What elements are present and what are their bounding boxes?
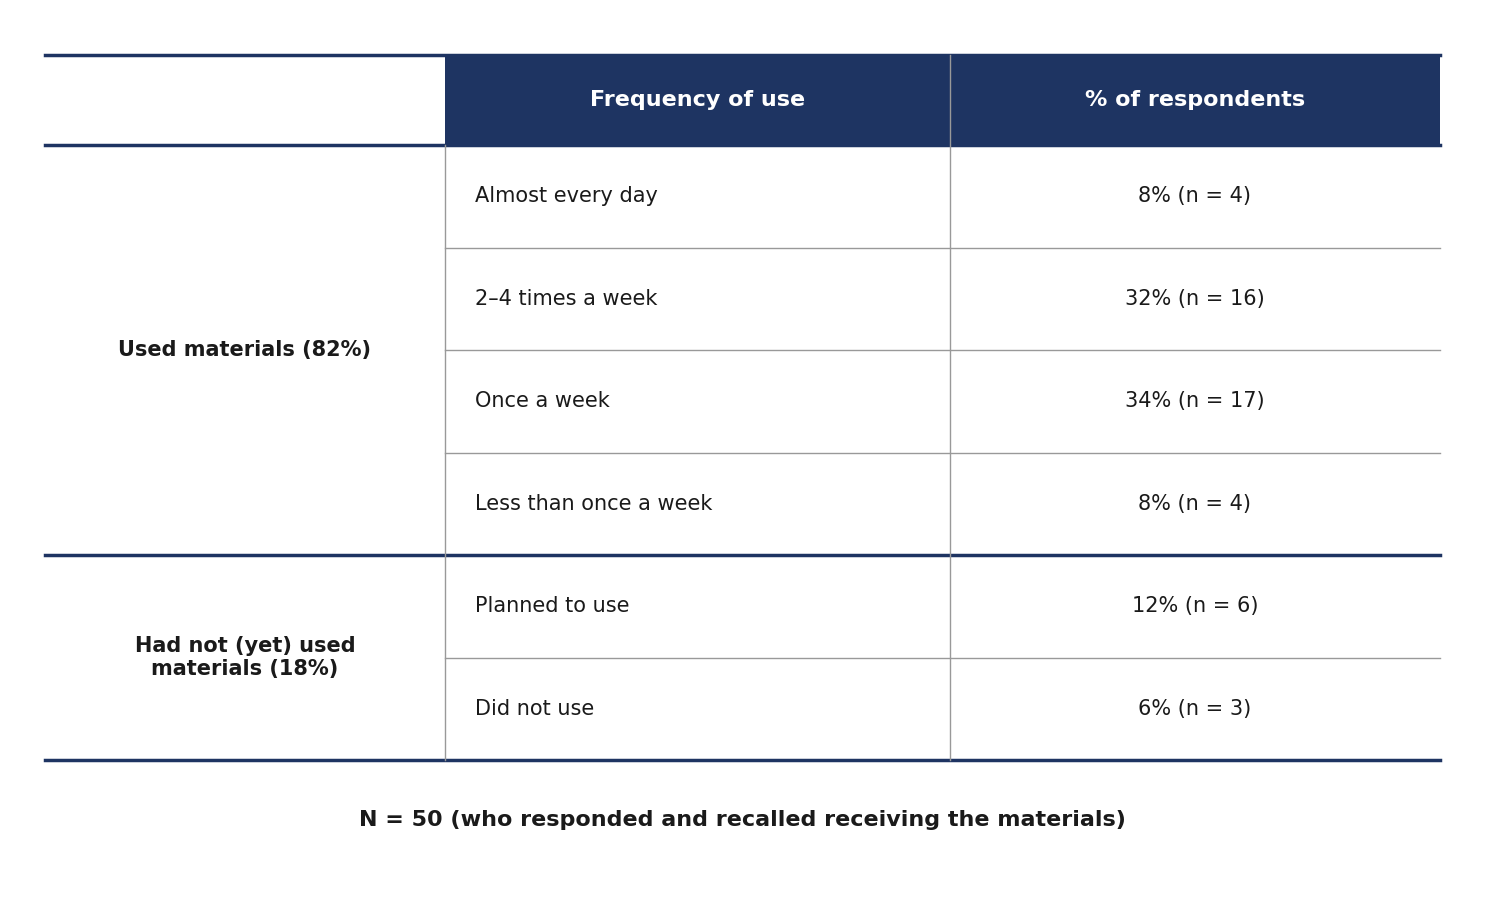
Text: 34% (n = 17): 34% (n = 17) [1126, 392, 1265, 411]
Text: Planned to use: Planned to use [475, 596, 630, 617]
Text: Almost every day: Almost every day [475, 186, 658, 206]
Text: Had not (yet) used
materials (18%): Had not (yet) used materials (18%) [135, 636, 355, 680]
Text: 6% (n = 3): 6% (n = 3) [1139, 698, 1252, 719]
Text: % of respondents: % of respondents [1086, 90, 1305, 110]
Text: Once a week: Once a week [475, 392, 610, 411]
Text: 2–4 times a week: 2–4 times a week [475, 289, 658, 309]
Text: 8% (n = 4): 8% (n = 4) [1139, 494, 1252, 514]
Text: Frequency of use: Frequency of use [590, 90, 805, 110]
Text: 8% (n = 4): 8% (n = 4) [1139, 186, 1252, 206]
Text: 32% (n = 16): 32% (n = 16) [1126, 289, 1265, 309]
Text: 12% (n = 6): 12% (n = 6) [1132, 596, 1258, 617]
Bar [446, 55, 1440, 145]
Text: Used materials (82%): Used materials (82%) [119, 340, 371, 360]
Text: N = 50 (who responded and recalled receiving the materials): N = 50 (who responded and recalled recei… [359, 810, 1126, 830]
Text: Less than once a week: Less than once a week [475, 494, 713, 514]
Text: Did not use: Did not use [475, 698, 594, 719]
